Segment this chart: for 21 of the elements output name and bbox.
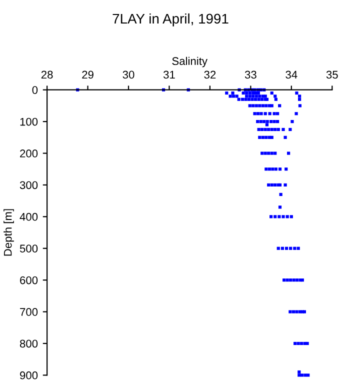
y-tick-label: 700 [20,308,38,316]
x-tick-label: 28 [41,70,53,79]
x-tick-label: 33 [244,70,256,79]
y-tick-label: 600 [20,276,38,284]
y-tick-label: 0 [32,86,38,94]
y-tick-label: 400 [20,212,38,221]
y-tick-label: 800 [20,340,38,348]
y-tick-label: 200 [20,150,38,158]
x-tick-label: 32 [204,70,216,79]
chart-title: 7LAY in April, 1991 [112,13,228,26]
x-tick-label: 34 [286,70,298,79]
x-tick-label: 30 [122,70,134,79]
y-tick-label: 100 [20,118,38,126]
y-tick-label: 500 [20,244,38,252]
x-tick-label: 31 [163,70,175,79]
y-axis-title: Depth [m] [4,209,14,256]
x-axis-title: Salinity [172,56,208,68]
x-tick-label: 35 [326,70,338,79]
y-tick-label: 300 [20,181,38,190]
x-tick-label: 29 [82,70,94,79]
y-tick-label: 900 [20,371,38,380]
